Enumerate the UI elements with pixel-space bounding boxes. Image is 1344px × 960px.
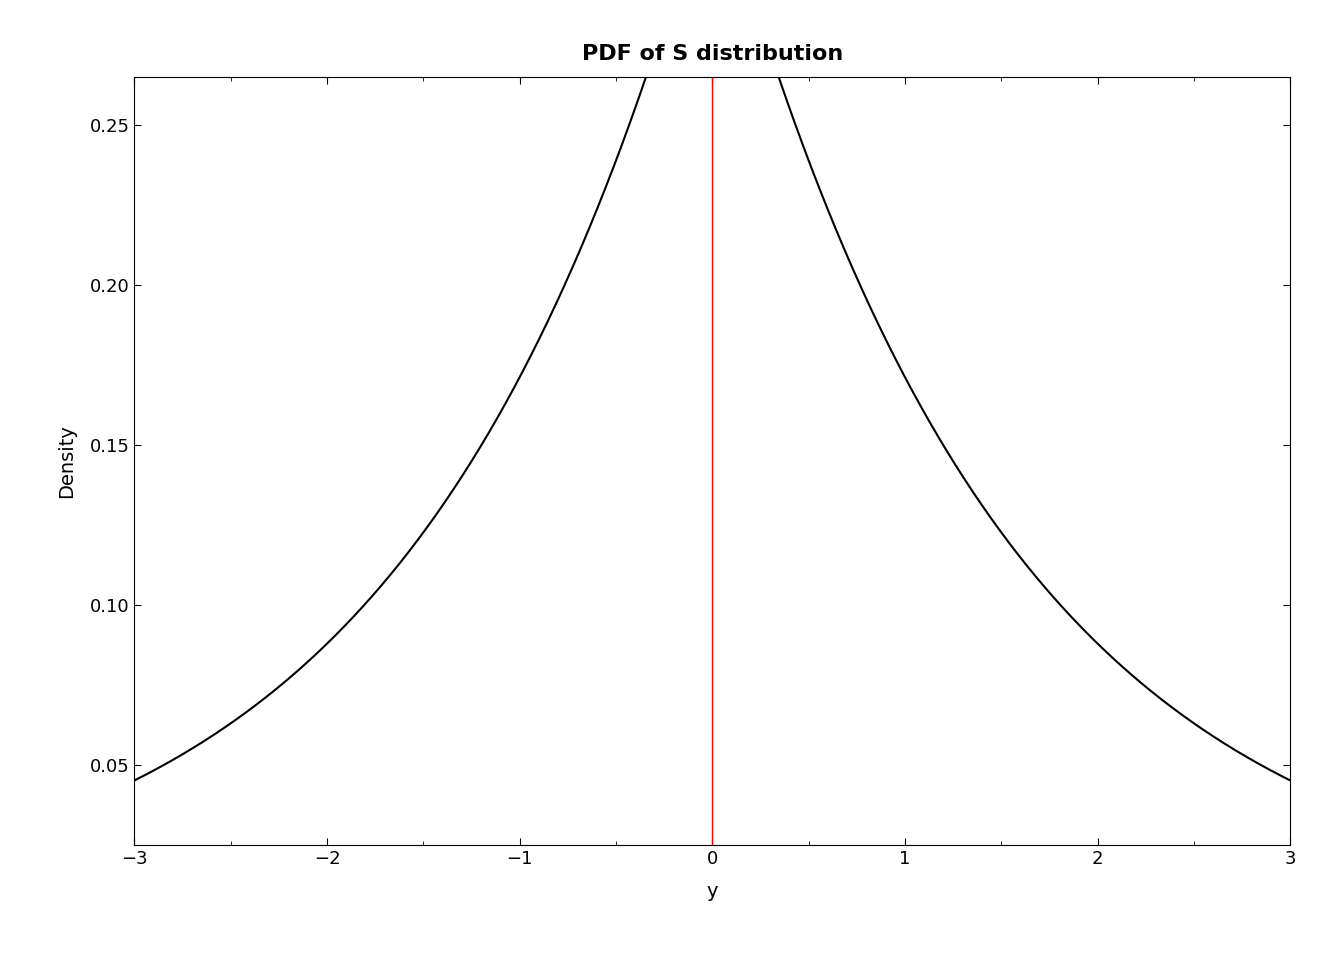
Title: PDF of S distribution: PDF of S distribution <box>582 44 843 64</box>
Y-axis label: Density: Density <box>56 424 75 497</box>
X-axis label: y: y <box>707 881 718 900</box>
